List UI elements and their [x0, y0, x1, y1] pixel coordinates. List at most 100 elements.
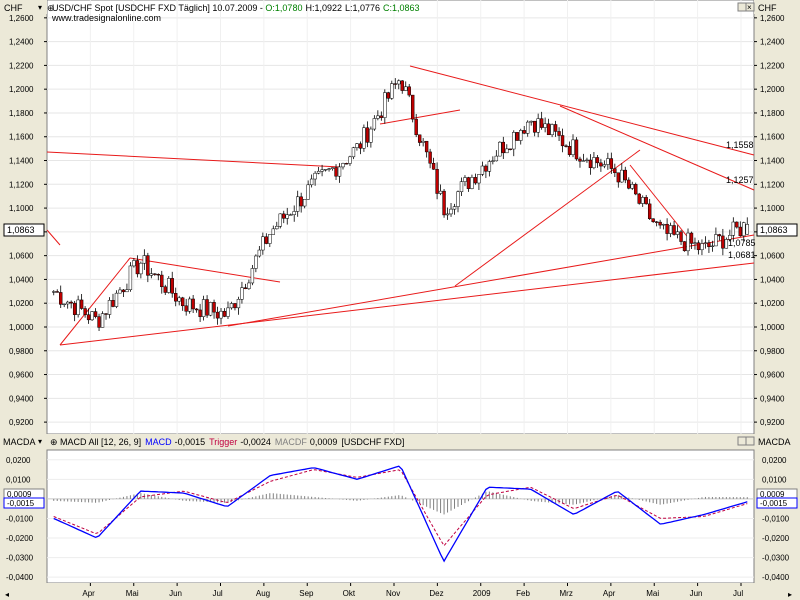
price-tick-label-left: 1,1200	[9, 180, 34, 189]
macd-tick-label-right: 0,0100	[762, 475, 787, 484]
macd-pane-icon: ⊕	[50, 437, 60, 447]
scroll-left-icon[interactable]: ◂	[5, 590, 9, 599]
candle-body	[355, 143, 359, 148]
unit-box-right	[754, 0, 800, 14]
candle-body	[567, 146, 572, 155]
x-tick-label: Aug	[256, 589, 270, 598]
candle-body	[132, 260, 136, 267]
candle-body	[501, 141, 505, 154]
dropdown-arrow-macd-icon[interactable]: ▾	[38, 437, 42, 446]
trendline	[379, 109, 461, 125]
candle-body	[536, 118, 540, 133]
candle-body	[90, 311, 94, 321]
x-tick-label: Jul	[733, 589, 743, 598]
candle-body	[651, 218, 655, 223]
candle-body	[240, 287, 244, 300]
candle-body	[665, 223, 669, 234]
trendline	[46, 151, 341, 168]
candle-body	[222, 310, 227, 317]
candle-body	[553, 124, 558, 132]
candle-body	[139, 262, 143, 275]
price-tick-label-right: 1,1000	[760, 204, 785, 213]
candle-body	[379, 115, 384, 118]
trendline	[629, 164, 691, 241]
close-macd-button[interactable]	[745, 436, 755, 446]
price-tick-label-left: 1,1400	[9, 157, 34, 166]
candle-body	[477, 174, 481, 184]
price-tick-label-left: 1,0400	[9, 275, 34, 284]
price-plot-area[interactable]	[46, 0, 755, 435]
pane-icon[interactable]: ⊕	[47, 3, 55, 13]
candle-body	[282, 213, 286, 219]
candle-body	[710, 245, 715, 247]
macd-flag-right	[756, 497, 798, 509]
price-tick-label-right: 1,2200	[760, 61, 785, 70]
price-tick-label-right: 1,0600	[760, 252, 785, 261]
price-tick-label-right: 1,2000	[760, 85, 785, 94]
macd-plot-area[interactable]	[46, 449, 755, 584]
candle-body	[745, 224, 749, 235]
candle-body	[76, 299, 80, 315]
macd-header-bar	[0, 434, 800, 450]
candle-body	[515, 132, 519, 141]
candle-body	[198, 309, 202, 317]
candle-body	[735, 221, 739, 228]
candle-body	[358, 143, 363, 149]
candle-body	[278, 213, 282, 227]
macdf-value: 0,0009	[310, 437, 338, 447]
candle-body	[146, 255, 150, 276]
x-tick-label: Jun	[690, 589, 703, 598]
candle-body	[452, 206, 457, 210]
candle-body	[344, 163, 349, 165]
price-tick-label-left: 1,2400	[9, 38, 34, 47]
candle-body	[742, 222, 746, 237]
macd-tick-label-left: -0,0300	[6, 554, 34, 563]
candle-body	[438, 190, 443, 194]
x-tick-label: Apr	[82, 589, 95, 598]
price-tick-label-left: 1,1800	[9, 109, 34, 118]
current-price-left: 1,0863	[7, 225, 35, 235]
price-tick-label-left: 1,1600	[9, 133, 34, 142]
candle-body	[407, 86, 411, 96]
candle-body	[397, 80, 401, 85]
candle-body	[679, 231, 683, 242]
candle-body	[219, 310, 223, 319]
candle-body	[529, 120, 533, 123]
candle-body	[299, 196, 303, 207]
candle-body	[390, 83, 394, 99]
trendline	[129, 257, 281, 283]
candle-body	[170, 278, 174, 294]
dropdown-arrow-left-icon[interactable]: ▾	[38, 3, 42, 12]
trend-label-1: 1,1558	[726, 140, 754, 150]
price-tick-label-left: 0,9600	[9, 371, 34, 380]
x-tick-label: Mai	[646, 589, 659, 598]
macd-tick-label-left: -0,0100	[6, 514, 34, 523]
candle-body	[302, 199, 307, 207]
candle-body	[149, 273, 154, 276]
macd-label: MACD	[145, 437, 172, 447]
candle-body	[630, 184, 634, 189]
unit-box-left	[0, 0, 47, 14]
candle-body	[118, 289, 122, 294]
close-pane-button[interactable]	[745, 2, 755, 12]
scroll-right-icon[interactable]: ▸	[788, 590, 792, 599]
candle-body	[647, 203, 652, 219]
candle-body	[672, 225, 676, 235]
candle-body	[184, 305, 188, 312]
candle-body	[208, 302, 213, 316]
price-tick-label-right: 0,9800	[760, 347, 785, 356]
macd-tick-label-right: -0,0400	[762, 573, 790, 582]
macdf-flag-left-text: 0,0009	[7, 490, 32, 499]
macdf-flag-right-text: 0,0009	[760, 490, 785, 499]
candle-body	[135, 260, 140, 275]
trendline	[559, 105, 755, 191]
candle-body	[592, 157, 596, 169]
candle-body	[400, 80, 404, 91]
macd-tick-label-right: -0,0100	[762, 514, 790, 523]
macd-line	[53, 465, 748, 563]
maximize-pane-button[interactable]	[737, 2, 747, 12]
macd-unit-left: MACDA	[3, 437, 36, 447]
candle-body	[107, 300, 112, 315]
maximize-macd-button[interactable]	[737, 436, 747, 446]
current-price-right: 1,0863	[760, 225, 788, 235]
